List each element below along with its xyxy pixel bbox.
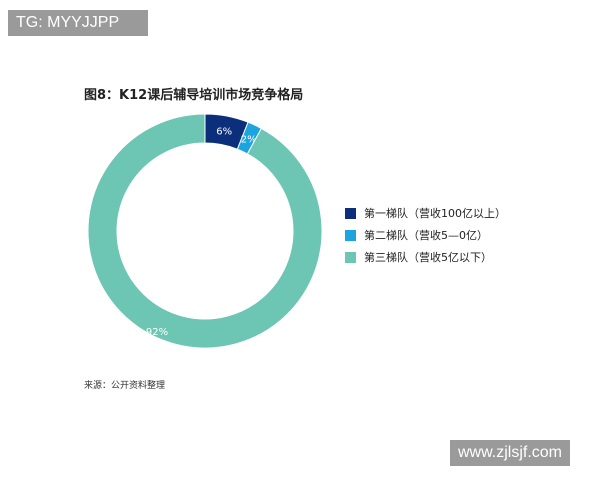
watermark-top-left: TG: MYYJJPP (8, 10, 148, 36)
legend-item-1: 第一梯队（营收100亿以上） (345, 202, 506, 224)
legend-swatch (345, 229, 356, 241)
legend-label: 第二梯队（营收5—0亿） (364, 229, 488, 242)
donut-slice-3 (87, 113, 323, 349)
legend-label: 第一梯队（营收100亿以上） (364, 207, 506, 220)
legend-swatch (345, 251, 356, 263)
legend-swatch (345, 207, 356, 219)
chart-title: 图8：K12课后辅导培训市场竞争格局 (84, 88, 304, 103)
slice-label-2: 2% (241, 134, 257, 145)
chart-source: 来源：公开资料整理 (84, 381, 166, 391)
slice-label-3: 92% (146, 327, 168, 338)
legend-item-2: 第二梯队（营收5—0亿） (345, 224, 506, 246)
slice-label-1: 6% (216, 126, 232, 137)
legend: 第一梯队（营收100亿以上） 第二梯队（营收5—0亿） 第三梯队（营收5亿以下） (345, 202, 506, 268)
watermark-bottom-right: www.zjlsjf.com (450, 440, 571, 466)
legend-label: 第三梯队（营收5亿以下） (364, 251, 492, 264)
legend-item-3: 第三梯队（营收5亿以下） (345, 246, 506, 268)
